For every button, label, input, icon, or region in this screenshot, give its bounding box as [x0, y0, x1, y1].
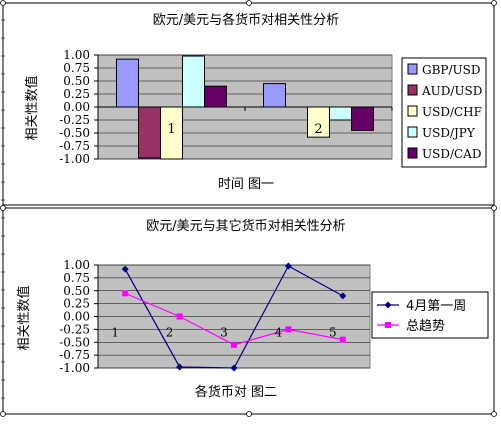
selection-handle[interactable] [491, 0, 497, 6]
chart1-legend-label: USD/JPY [422, 126, 476, 140]
chart2-x-tick-label: 5 [329, 326, 337, 340]
chart1-bar-gbp-usd-1 [116, 58, 139, 108]
chart1-bar-aud-usd-1 [138, 106, 161, 159]
chart1-bar-usd-cad-2 [351, 106, 374, 131]
chart2-legend-box [371, 291, 489, 339]
chart1-y-tick-label: -0.25 [59, 113, 90, 127]
chart1-y-tick-label: 0.25 [63, 87, 90, 101]
chart1-bar-gbp-usd-2 [263, 83, 286, 108]
chart1-bar-usd-chf-2 [307, 106, 330, 138]
chart1-legend: GBP/USD AUD/USD USD/CHF USD/JPY USD/CAD [401, 57, 487, 168]
chart1-legend-swatch [407, 147, 418, 159]
chart2-y-tick-label: -0.50 [59, 335, 90, 349]
selection-handle[interactable] [0, 205, 6, 211]
chart2-title: 欧元/美元与其它货币对相关性分析 [146, 218, 345, 234]
chart1-legend-label: USD/CHF [422, 105, 482, 119]
chart1-category-label: 2 [314, 122, 322, 137]
chart2-y-ticks: 1.000.750.500.250.00-0.25-0.50-0.75-1.00 [59, 258, 98, 375]
chart1-category-label: 1 [167, 122, 175, 137]
chart2-x-axis-label: 各货币对 图二 [195, 384, 277, 400]
chart1-y-tick-label: -0.75 [59, 139, 90, 153]
chart2-x-tick-label: 1 [111, 326, 119, 340]
chart1-legend-swatch [407, 63, 418, 75]
chart2-y-tick-label: 0.00 [63, 310, 90, 324]
chart1-bar-usd-jpy-1 [182, 55, 205, 108]
chart2-y-tick-label: -0.25 [59, 322, 90, 336]
selection-handles [0, 0, 497, 417]
chart2-point-series-1 [121, 265, 129, 273]
chart2-x-tick-label: 4 [275, 326, 283, 340]
chart1-bar-usd-chf-1 [160, 106, 183, 160]
chart2-legend-label: 4月第一周 [406, 299, 466, 314]
chart1-y-tick-label: 0.75 [63, 61, 90, 75]
chart2-legend-marker [384, 301, 392, 309]
chart2-point-series-1 [339, 292, 347, 300]
chart1-bars [116, 55, 374, 160]
chart2-legend-label: 总趋势 [406, 318, 445, 334]
chart1-y-tick-label: -1.00 [59, 152, 90, 166]
chart2-x-ticks: 1 2 3 4 5 [111, 326, 336, 340]
chart2-point-series-2 [339, 336, 346, 343]
chart1-legend-swatch [407, 105, 418, 117]
chart2-point-series-1 [284, 262, 292, 270]
chart2-y-tick-label: -1.00 [59, 361, 90, 375]
chart2-lines [121, 262, 347, 372]
chart1-y-tick-label: 1.00 [63, 48, 90, 62]
chart2-plot-area [97, 264, 371, 369]
chart2: 欧元/美元与其它货币对相关性分析 相关性数值 各货币对 图二 1.000.750… [2, 207, 495, 415]
chart1-legend-label: GBP/USD [422, 63, 480, 77]
chart1-x-axis-label: 时间 图一 [218, 177, 274, 192]
chart2-y-tick-label: -0.75 [59, 348, 90, 362]
chart1-bar-usd-jpy-2 [329, 106, 352, 121]
chart2-point-series-1 [176, 363, 184, 371]
chart1-y-tick-label: 0.00 [63, 100, 90, 114]
selection-handle[interactable] [491, 411, 497, 417]
chart2-point-series-2 [285, 326, 292, 333]
chart1-legend-label: USD/CAD [422, 147, 481, 161]
chart1-legend-swatch [407, 84, 418, 96]
chart1-y-tick-label: 0.50 [63, 74, 90, 88]
chart2-y-tick-label: 0.50 [63, 284, 90, 298]
chart2-point-series-2 [176, 313, 183, 320]
chart2-y-axis-label: 相关性数值 [16, 285, 32, 350]
chart1-bar-usd-cad-1 [204, 85, 227, 108]
chart2-point-series-1 [230, 364, 238, 372]
chart2-point-series-2 [231, 341, 237, 348]
chart1-legend-label: AUD/USD [421, 84, 482, 98]
selection-handle[interactable] [0, 411, 6, 417]
selection-handle[interactable] [246, 411, 252, 417]
chart1-y-ticks: 1.000.750.500.250.00-0.25-0.50-0.75-1.00 [59, 48, 98, 166]
chart2-y-tick-label: 0.75 [63, 271, 90, 285]
selection-handle[interactable] [0, 0, 6, 6]
chart1-legend-swatch [407, 126, 418, 138]
chart1: 欧元/美元与各货币对相关性分析 相关性数值 时间 图一 1.000.750.50… [2, 2, 495, 206]
chart2-y-tick-label: 1.00 [63, 258, 90, 272]
chart1-y-tick-label: -0.50 [59, 126, 90, 140]
chart2-point-series-2 [122, 290, 129, 297]
selection-handle[interactable] [246, 0, 252, 6]
chart1-title: 欧元/美元与各货币对相关性分析 [153, 12, 339, 28]
chart2-x-tick-label: 2 [166, 326, 174, 340]
chart2-legend-marker [385, 322, 391, 328]
selection-handle[interactable] [491, 205, 497, 211]
chart2-x-tick-label: 3 [220, 326, 228, 340]
chart1-y-axis-label: 相关性数值 [24, 75, 40, 140]
chart2-y-tick-label: 0.25 [63, 297, 90, 311]
